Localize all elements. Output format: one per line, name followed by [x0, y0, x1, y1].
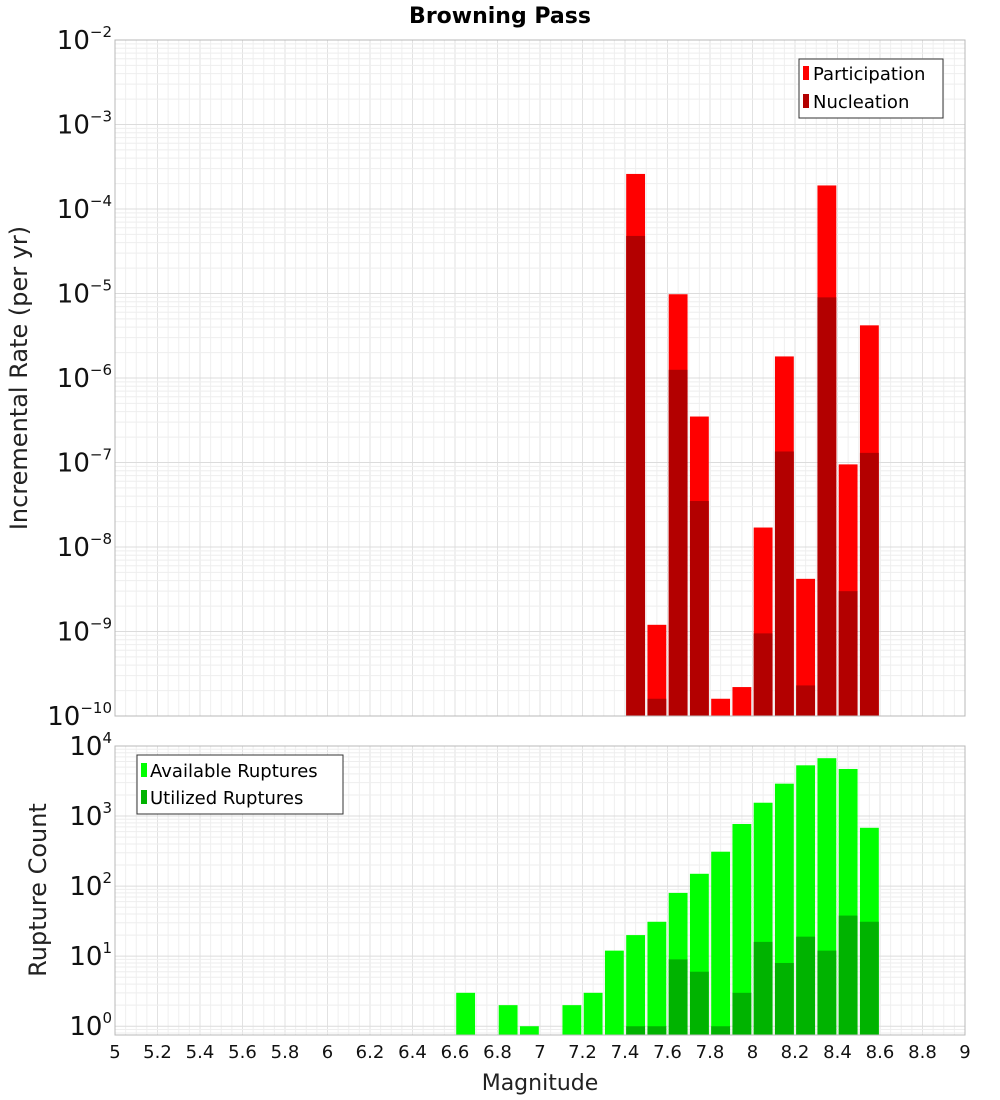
legend-swatch-nucleation: [803, 94, 809, 108]
x-tick-label: 6.4: [398, 1042, 427, 1063]
chart-title: Browning Pass: [409, 4, 591, 29]
top-bar-nucleation: [859, 452, 879, 716]
top-bar-participation: [796, 578, 816, 716]
bottom-bar-utilized: [711, 1026, 731, 1035]
top-bar-nucleation: [626, 235, 646, 716]
legend-swatch-available: [141, 763, 147, 777]
x-tick-label: 7.6: [653, 1042, 682, 1063]
bottom-bar-available: [732, 824, 752, 1035]
legend-label-nucleation: Nucleation: [813, 92, 909, 113]
bottom-y-tick-label: 101: [69, 939, 112, 972]
x-tick-labels: 5 5.2 5.4 5.6 5.8 6 6.2 6.4 6.6 6.8 7 7.2 7.4 7.6 7.8 8…: [109, 1042, 970, 1063]
top-bar-participation: [732, 687, 752, 716]
x-tick-label: 6.8: [483, 1042, 512, 1063]
x-tick-label: 7: [534, 1042, 545, 1063]
x-tick-label: 7.2: [568, 1042, 597, 1063]
top-bar-nucleation: [647, 698, 667, 716]
bottom-y-tick-label: 102: [69, 869, 112, 902]
top-legend: Participation Nucleation: [798, 58, 944, 119]
top-y-tick-label: 10−8: [57, 530, 112, 563]
x-tick-label: 5: [109, 1042, 120, 1063]
bottom-bar-utilized: [689, 971, 709, 1035]
x-tick-label: 8.8: [908, 1042, 937, 1063]
x-tick-label: 6.2: [356, 1042, 385, 1063]
bottom-bar-utilized: [838, 915, 858, 1035]
bottom-bar-available: [604, 950, 624, 1035]
bottom-bar-utilized: [626, 1026, 646, 1035]
incremental-rate-panel: 10−10 10−9 10−8 10−7 10−6 10−5 10−4 10−3 10−2 In…: [5, 23, 966, 732]
x-tick-label: 7.4: [611, 1042, 640, 1063]
legend-swatch-utilized: [141, 790, 147, 804]
top-bar-nucleation: [774, 451, 794, 716]
bottom-bar-utilized: [774, 962, 794, 1035]
top-bar-nucleation: [753, 633, 773, 716]
bottom-bar-available: [626, 935, 646, 1035]
top-y-axis-label: Incremental Rate (per yr): [5, 226, 33, 530]
bottom-bars: [456, 758, 879, 1035]
bottom-legend-box: [136, 754, 344, 815]
legend-label-participation: Participation: [813, 64, 925, 85]
bottom-plot-frame: [114, 745, 966, 1036]
x-tick-label: 5.8: [271, 1042, 300, 1063]
x-tick-label: 8.6: [866, 1042, 895, 1063]
x-tick-label: 7.8: [696, 1042, 725, 1063]
bottom-y-tick-labels: 100 101 102 103 104: [69, 729, 112, 1042]
x-tick-label: 8.2: [781, 1042, 810, 1063]
bottom-bar-available: [519, 1026, 539, 1035]
top-bar-participation: [647, 624, 667, 716]
bottom-bar-utilized: [753, 941, 773, 1035]
bottom-bar-available: [583, 992, 603, 1035]
top-plot-frame: [114, 39, 966, 717]
top-y-tick-label: 10−2: [57, 23, 112, 56]
bottom-legend: Available Ruptures Utilized Ruptures: [136, 754, 344, 815]
legend-label-utilized: Utilized Ruptures: [150, 788, 303, 809]
bottom-y-axis-label: Rupture Count: [24, 803, 52, 977]
bottom-bar-utilized: [647, 1026, 667, 1035]
top-legend-box: [798, 58, 944, 119]
bottom-y-tick-label: 103: [69, 799, 112, 832]
legend-swatch-participation: [803, 66, 809, 80]
top-y-tick-labels: 10−10 10−9 10−8 10−7 10−6 10−5 10−4 10−3 10−2: [47, 23, 112, 732]
x-axis-label: Magnitude: [482, 1071, 599, 1096]
bottom-bar-available: [711, 851, 731, 1035]
legend-label-available: Available Ruptures: [150, 761, 318, 782]
bottom-bar-utilized: [732, 992, 752, 1035]
top-y-tick-label: 10−5: [57, 277, 112, 310]
top-bar-participation: [711, 698, 731, 716]
bottom-bar-utilized: [859, 921, 879, 1035]
top-y-tick-label: 10−10: [47, 699, 112, 732]
bottom-bar-utilized: [668, 959, 688, 1035]
bottom-bar-available: [647, 921, 667, 1035]
bottom-bar-utilized: [796, 936, 816, 1035]
top-gridlines: [114, 40, 966, 717]
bottom-bar-available: [498, 1005, 518, 1035]
top-y-tick-label: 10−6: [57, 361, 112, 394]
bottom-bar-available: [456, 992, 476, 1035]
top-bar-nucleation: [689, 501, 709, 716]
top-y-tick-label: 10−9: [57, 615, 112, 648]
x-tick-label: 8.4: [823, 1042, 852, 1063]
top-y-tick-label: 10−4: [57, 192, 112, 225]
bottom-bar-available: [562, 1005, 582, 1035]
x-tick-label: 5.4: [186, 1042, 215, 1063]
top-y-tick-label: 10−3: [57, 108, 112, 141]
x-tick-label: 9: [959, 1042, 970, 1063]
top-bars: [626, 173, 879, 717]
x-tick-label: 5.6: [228, 1042, 257, 1063]
bottom-bar-utilized: [817, 950, 837, 1035]
x-tick-label: 6: [322, 1042, 333, 1063]
x-tick-label: 6.6: [441, 1042, 470, 1063]
top-bar-nucleation: [668, 369, 688, 716]
top-bar-nucleation: [817, 297, 837, 716]
x-tick-label: 8: [747, 1042, 758, 1063]
x-tick-label: 5.2: [143, 1042, 172, 1063]
rupture-count-panel: 100 101 102 103 104 5 5.2 5.4 5.6 5.8 6 6.2 6.4 6.6 6…: [24, 729, 971, 1096]
bottom-y-tick-label: 100: [69, 1009, 112, 1042]
top-bar-nucleation: [838, 591, 858, 716]
top-y-tick-label: 10−7: [57, 446, 112, 479]
top-bar-nucleation: [796, 685, 816, 716]
bottom-y-tick-label: 104: [69, 729, 112, 762]
